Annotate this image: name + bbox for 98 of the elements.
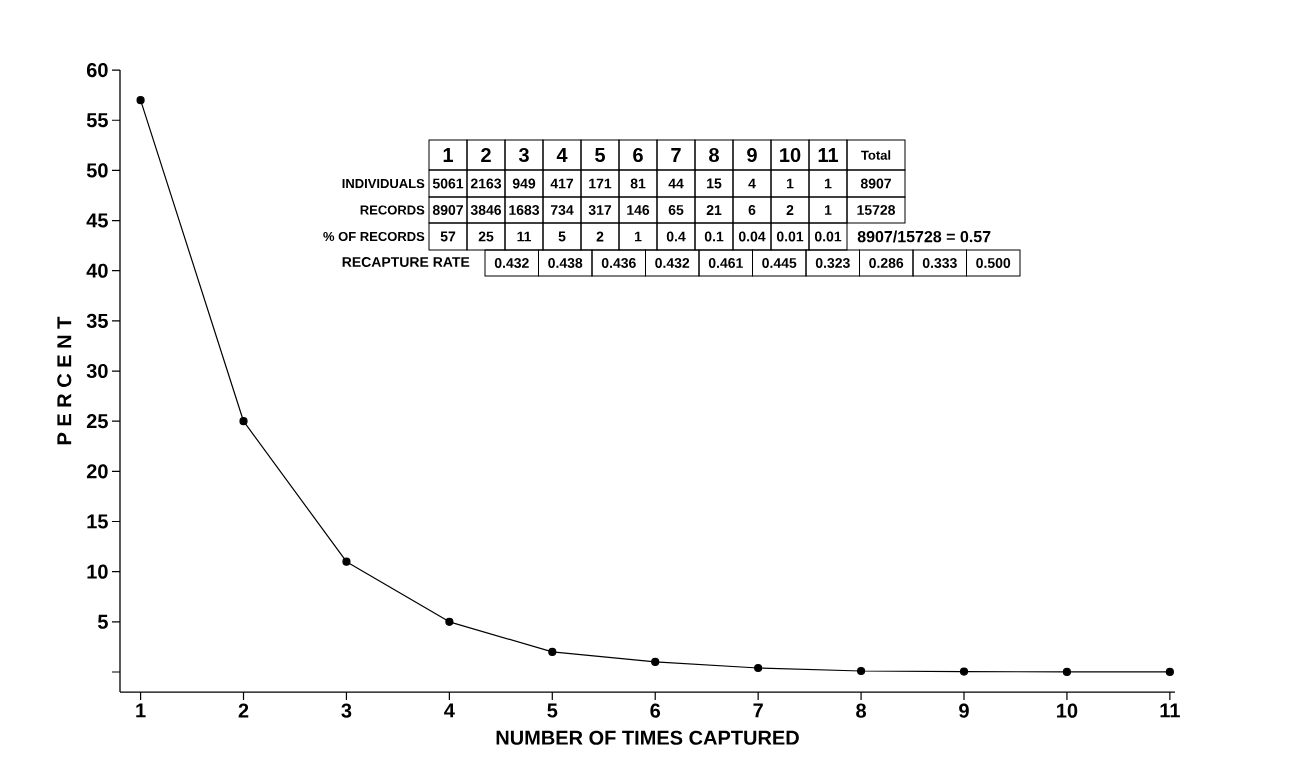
point — [856, 666, 866, 676]
annotation: 0.04 — [738, 231, 766, 242]
y-tick-label: 45 — [86, 213, 108, 228]
annotation: RECORDS — [360, 205, 425, 215]
point — [754, 663, 763, 673]
annotation: 0.286 — [869, 258, 904, 268]
annotation: 0.445 — [762, 258, 797, 268]
x-axis-title: NUMBER OF TIMES CAPTURED — [496, 730, 799, 745]
annotation: 11 — [818, 148, 839, 162]
point — [1165, 667, 1174, 676]
x-tick-label: 8 — [856, 703, 867, 718]
y-tick-label: 10 — [87, 564, 108, 579]
annotation: RECAPTURE RATE — [342, 257, 470, 267]
annotation: 1683 — [509, 205, 540, 215]
x-tick-label: 9 — [959, 703, 969, 718]
annotation: 3846 — [470, 205, 502, 215]
y-tick-label: 30 — [86, 363, 108, 379]
annotation: 0.432 — [494, 258, 529, 268]
annotation: 0.500 — [976, 258, 1011, 268]
annotation: % OF RECORDS — [323, 231, 425, 242]
y-tick-label: 15 — [87, 514, 108, 529]
y-tick-label: 50 — [86, 163, 108, 178]
annotation: 7 — [671, 148, 681, 162]
x-tick-label: 3 — [341, 703, 352, 718]
y-tick-label: 5 — [97, 614, 108, 629]
annotation: 9 — [747, 147, 757, 163]
annotation: 44 — [668, 178, 684, 189]
annotation: 1 — [443, 148, 454, 162]
annotation: 0.436 — [601, 258, 636, 268]
y-tick-label: 55 — [86, 113, 108, 128]
annotation: 317 — [588, 205, 612, 215]
annotation: 15728 — [857, 205, 896, 215]
annotation: 8 — [709, 147, 719, 163]
x-tick-label: 5 — [547, 703, 558, 718]
annotation: 5061 — [432, 178, 464, 189]
annotation: INDIVIDUALS — [342, 178, 425, 189]
annotation: 2 — [596, 231, 604, 242]
y-tick-label: 35 — [86, 313, 108, 328]
annotation: 1 — [824, 178, 832, 189]
annotation: 4 — [556, 148, 568, 162]
annotation: 2 — [481, 148, 491, 162]
x-tick-label: 10 — [1057, 703, 1078, 718]
annotation: 2 — [786, 205, 794, 215]
annotation: 6 — [748, 205, 756, 215]
point — [239, 417, 248, 426]
point — [959, 667, 969, 676]
x-tick-label: 4 — [444, 703, 455, 718]
x-tick-label: 2 — [238, 703, 249, 718]
annotation: 0.4 — [666, 231, 686, 242]
y-tick-label: 20 — [86, 464, 108, 479]
point — [136, 96, 145, 105]
x-tick-label: 1 — [136, 703, 146, 718]
annotation: 25 — [478, 231, 494, 242]
annotation: 4 — [748, 178, 756, 189]
annotation: 0.01 — [814, 231, 842, 242]
annotation: 11 — [517, 231, 532, 242]
annotation: 65 — [668, 205, 684, 215]
point — [651, 657, 660, 667]
annotation: 171 — [589, 178, 612, 189]
annotation: 1 — [786, 178, 794, 189]
annotation: 734 — [550, 205, 574, 215]
annotation: Total — [861, 150, 891, 160]
annotation: 417 — [550, 178, 574, 189]
annotation: 0.333 — [922, 258, 957, 268]
annotation: 0.323 — [815, 258, 850, 268]
annotation: 8907 — [860, 178, 891, 189]
x-tick-label: 7 — [753, 703, 763, 718]
y-tick-label: 60 — [86, 62, 108, 78]
annotation: 6 — [633, 147, 643, 163]
annotation: 1 — [824, 205, 832, 215]
annotation: 949 — [512, 178, 536, 189]
annotation: 0.01 — [776, 231, 804, 242]
point — [548, 647, 557, 657]
point — [342, 557, 351, 566]
annotation: 2163 — [470, 178, 502, 189]
annotation: 3 — [518, 147, 529, 163]
annotation: 81 — [630, 178, 646, 189]
point — [1062, 667, 1072, 676]
annotation: 57 — [440, 231, 456, 242]
annotation: 1 — [634, 231, 642, 242]
annotation: 10 — [780, 147, 801, 163]
annotation: 0.432 — [655, 258, 690, 268]
x-tick-label: 11 — [1160, 703, 1180, 718]
y-axis-title: P E R C E N T — [57, 316, 72, 445]
annotation: 8907 — [432, 205, 463, 215]
annotation: 5 — [595, 148, 606, 162]
annotation: 0.1 — [704, 231, 724, 242]
y-tick-label: 40 — [86, 263, 108, 278]
y-tick-label: 25 — [86, 414, 108, 429]
annotation: 5 — [558, 231, 566, 242]
x-tick-label: 6 — [650, 703, 661, 718]
point — [445, 617, 454, 626]
annotation: 0.461 — [708, 258, 743, 268]
annotation: 21 — [706, 205, 722, 215]
annotation: 0.438 — [548, 258, 583, 268]
annotation: 8907/15728 = 0.57 — [857, 230, 991, 243]
annotation: 146 — [627, 205, 650, 215]
annotation: 15 — [707, 178, 722, 189]
